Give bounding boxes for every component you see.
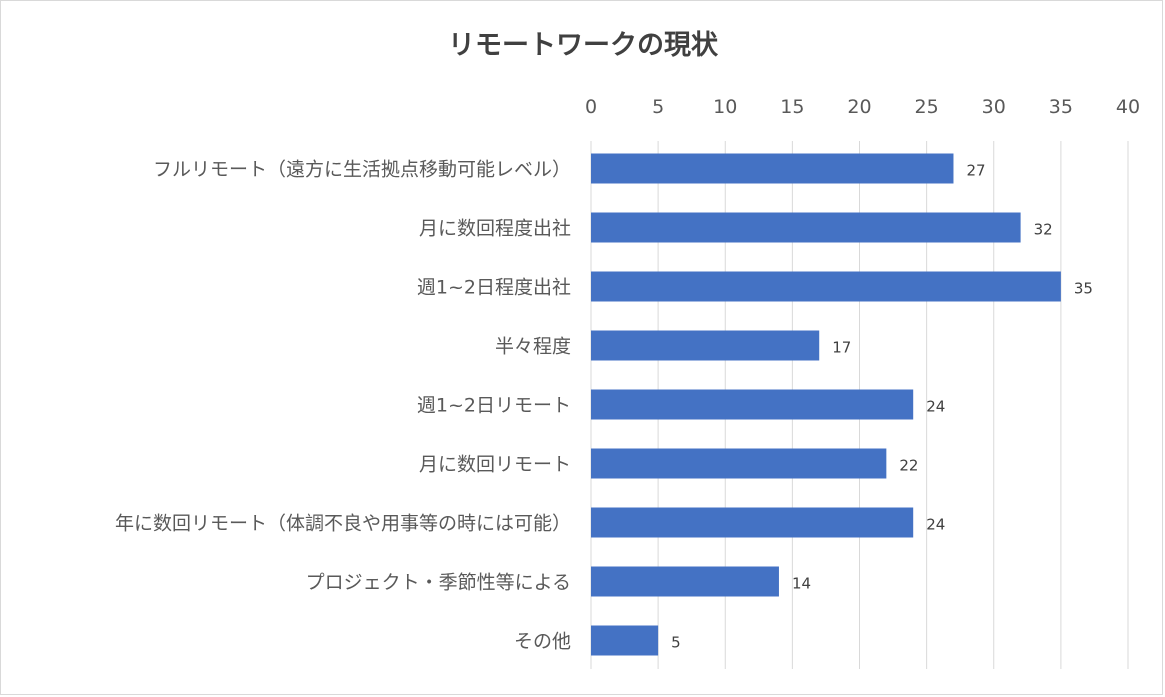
category-label-7: 年に数回リモート（体調不良や用事等の時には可能）	[115, 513, 571, 535]
bar-6	[591, 448, 887, 479]
data-label-9: 5	[671, 634, 681, 652]
x-tick-label-0: 0	[585, 96, 597, 118]
x-tick-label-5: 5	[652, 96, 664, 118]
bar-8	[591, 566, 779, 597]
bar-2	[591, 212, 1021, 243]
bars	[591, 153, 1061, 656]
x-tick-label-40: 40	[1116, 96, 1140, 118]
bar-3	[591, 271, 1061, 302]
chart-title: リモートワークの現状	[448, 30, 719, 61]
data-label-8: 14	[792, 575, 811, 593]
data-label-2: 32	[1034, 221, 1053, 239]
x-tick-label-20: 20	[847, 96, 871, 118]
x-tick-label-35: 35	[1049, 96, 1073, 118]
x-tick-label-10: 10	[713, 96, 737, 118]
data-label-7: 24	[926, 516, 945, 534]
data-labels: 27 32 35 17 24 22 24 14 5	[671, 162, 1093, 652]
category-labels: フルリモート（遠方に生活拠点移動可能レベル） 月に数回程度出社週1~2日程度出社半…	[115, 159, 571, 653]
data-label-1: 27	[966, 162, 985, 180]
bar-7	[591, 507, 914, 538]
bar-1	[591, 153, 954, 184]
category-label-9: その他	[514, 631, 571, 653]
data-label-6: 22	[899, 457, 918, 475]
category-label-2: 月に数回程度出社	[419, 218, 571, 240]
category-label-1: フルリモート（遠方に生活拠点移動可能レベル）	[153, 159, 571, 181]
data-label-3: 35	[1074, 280, 1093, 298]
category-label-3: 週1~2日程度出社	[417, 277, 571, 299]
bar-9	[591, 625, 659, 656]
data-label-4: 17	[832, 339, 851, 357]
x-tick-label-30: 30	[982, 96, 1006, 118]
category-label-5: 週1~2日リモート	[417, 395, 571, 417]
category-label-8: プロジェクト・季節性等による	[306, 572, 571, 594]
x-tick-label-25: 25	[915, 96, 939, 118]
bar-4	[591, 330, 820, 361]
x-tick-label-15: 15	[780, 96, 804, 118]
category-label-6: 月に数回リモート	[419, 454, 571, 476]
category-label-4: 半々程度	[495, 336, 571, 358]
x-axis-ticks: 0 5 10 15 20 25 30 35 40	[585, 96, 1140, 118]
data-label-5: 24	[926, 398, 945, 416]
bar-5	[591, 389, 914, 420]
